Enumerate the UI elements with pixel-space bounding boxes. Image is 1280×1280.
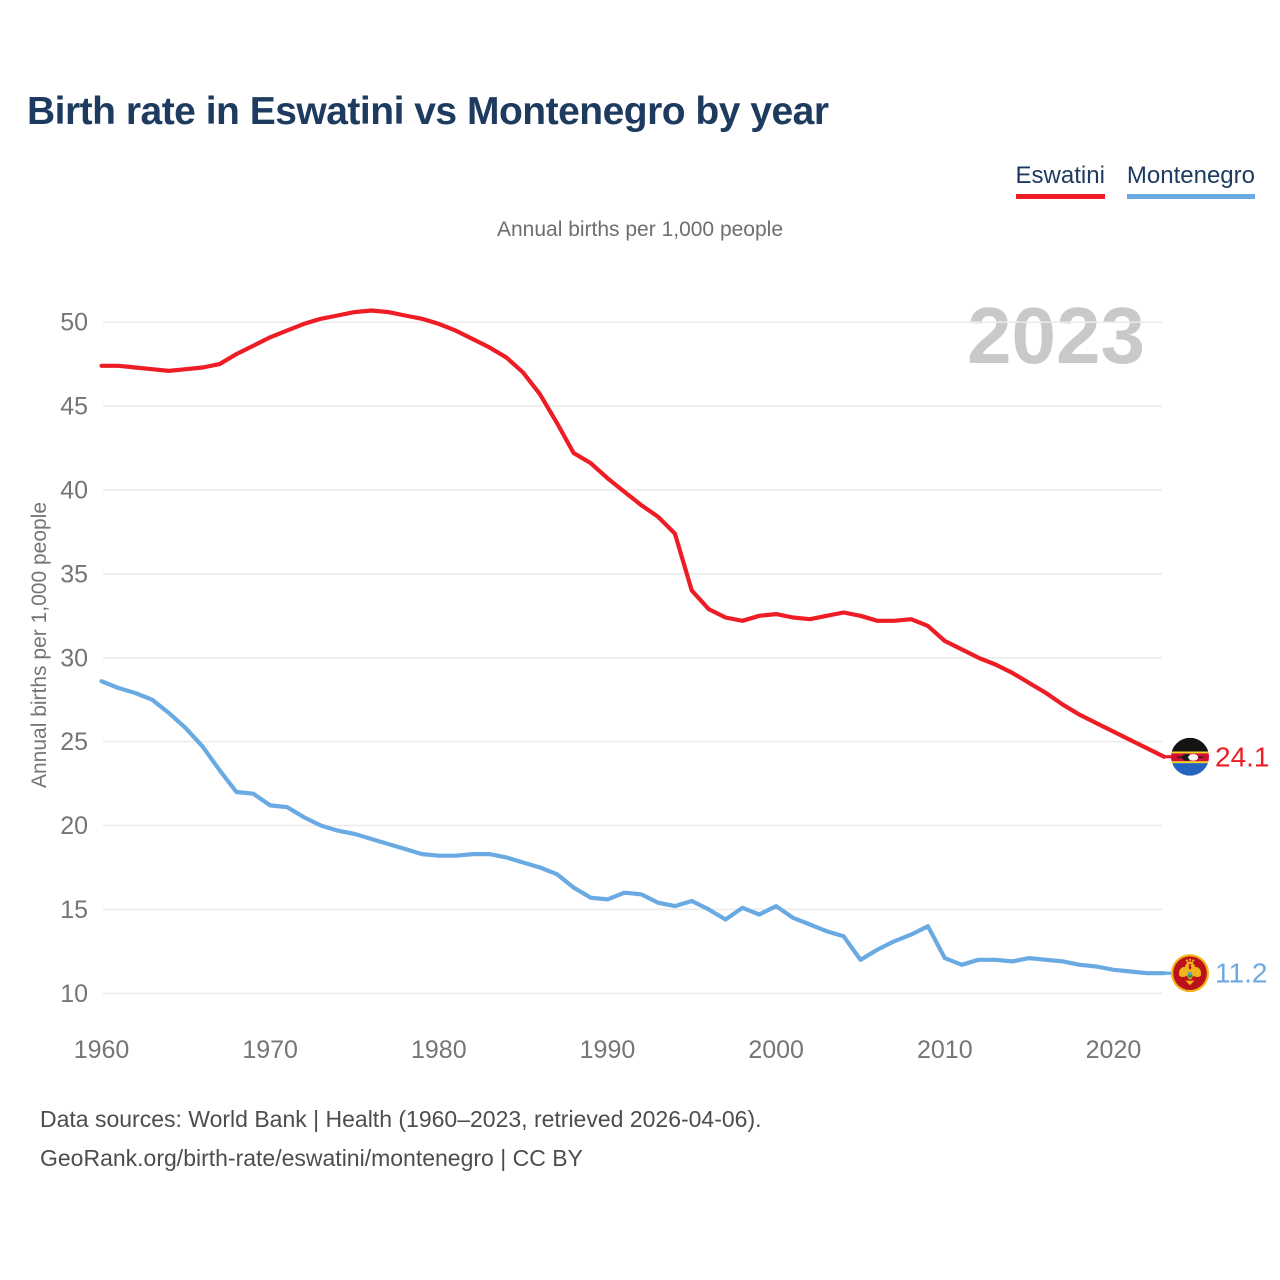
x-tick-label: 2010: [917, 1036, 973, 1064]
y-tick-label: 30: [60, 644, 88, 672]
x-tick-label: 1990: [580, 1036, 636, 1064]
chart-footer: Data sources: World Bank | Health (1960–…: [40, 1100, 762, 1178]
footer-attribution: GeoRank.org/birth-rate/eswatini/monteneg…: [40, 1145, 583, 1171]
eswatini-flag-icon: [1171, 737, 1209, 776]
legend-label-eswatini: Eswatini: [1015, 162, 1105, 189]
y-tick-label: 35: [60, 560, 88, 588]
y-tick-label: 45: [60, 393, 88, 421]
y-tick-label: 15: [60, 896, 88, 924]
legend-item-montenegro[interactable]: Montenegro: [1126, 162, 1255, 200]
x-tick-label: 2000: [748, 1036, 804, 1064]
chart-subtitle: Annual births per 1,000 people: [496, 218, 784, 241]
x-tick-label: 1970: [242, 1036, 298, 1064]
montenegro-flag-icon: [1171, 954, 1209, 993]
series-line-montenegro: [99, 679, 1167, 976]
x-tick-label: 1960: [74, 1036, 130, 1064]
y-tick-label: 25: [60, 728, 88, 756]
legend: Eswatini Montenegro: [1015, 162, 1255, 200]
page-title: Birth rate in Eswatini vs Montenegro by …: [27, 90, 829, 133]
footer-sources: Data sources: World Bank | Health (1960–…: [40, 1106, 762, 1132]
y-axis-title: Annual births per 1,000 people: [28, 502, 51, 788]
legend-label-montenegro: Montenegro: [1126, 162, 1255, 189]
series-line-eswatini: [99, 308, 1167, 759]
y-tick-label: 50: [60, 309, 88, 337]
y-tick-label: 40: [60, 476, 88, 504]
x-tick-label: 1980: [411, 1036, 467, 1064]
y-tick-label: 10: [60, 980, 88, 1008]
legend-item-eswatini[interactable]: Eswatini: [1015, 162, 1105, 200]
watermark-year: 2023: [967, 291, 1145, 380]
x-tick-label: 2020: [1086, 1036, 1142, 1064]
y-tick-label: 20: [60, 812, 88, 840]
end-value-montenegro: 11.2: [1215, 958, 1267, 989]
end-value-eswatini: 24.1: [1215, 741, 1270, 772]
